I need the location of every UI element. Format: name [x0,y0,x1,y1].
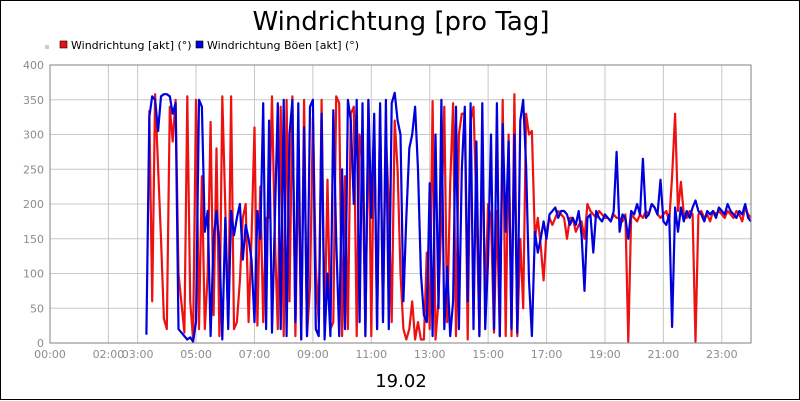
chart-title: Windrichtung [pro Tag] [252,7,549,37]
legend-swatch-windrichtung [59,40,68,49]
y-axis-ticks: 0 50 100 150 200 250 300 350 400 [23,59,44,350]
y-tick-label: 250 [23,163,44,176]
x-tick-label: 21:00 [648,348,680,361]
x-tick-label: 15:00 [472,348,504,361]
legend-swatch-windrichtung-boeen [195,40,204,49]
x-tick-label: 23:00 [706,348,738,361]
legend-label-windrichtung-boeen: Windrichtung Böen [akt] (°) [207,39,359,52]
x-tick-label: 09:00 [297,348,329,361]
y-tick-label: 400 [23,59,44,72]
legend-marker-none [45,45,49,49]
x-tick-label: 05:00 [180,348,212,361]
legend: Windrichtung [akt] (°) Windrichtung Böen… [45,39,359,52]
series-line-1 [145,91,752,343]
x-tick-label: 03:00 [122,348,154,361]
x-tick-label: 11:00 [355,348,387,361]
y-tick-label: 200 [23,198,44,211]
plot-border [49,64,752,344]
y-tick-label: 100 [23,268,44,281]
y-tick-label: 300 [23,129,44,142]
legend-label-windrichtung: Windrichtung [akt] (°) [71,39,192,52]
y-tick-label: 350 [23,94,44,107]
y-tick-label: 0 [37,337,44,350]
x-tick-label: 17:00 [531,348,563,361]
x-tick-label: 13:00 [414,348,446,361]
date-label: 19.02 [375,371,427,392]
y-tick-label: 150 [23,233,44,246]
x-tick-label: 02:00 [93,348,125,361]
series-layer [145,91,752,343]
x-tick-label: 19:00 [589,348,621,361]
x-tick-label: 00:00 [34,348,66,361]
y-tick-label: 50 [30,302,44,315]
x-tick-label: 07:00 [239,348,271,361]
